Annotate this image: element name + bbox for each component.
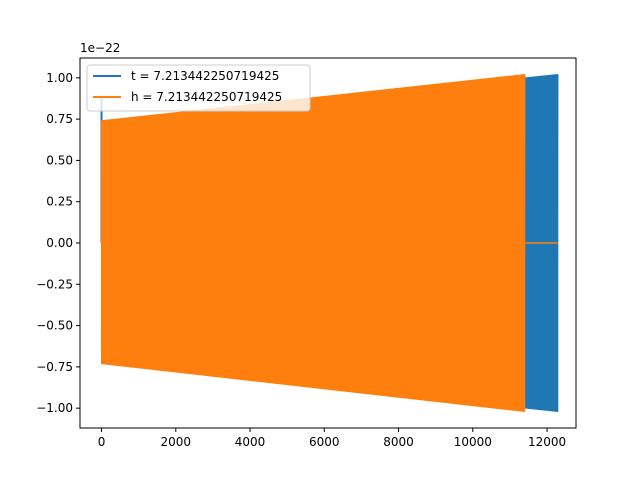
y-tick-label: 0.25 [46, 195, 73, 209]
legend-label-t: t = 7.213442250719425 [131, 69, 279, 83]
x-tick-label: 6000 [309, 435, 340, 449]
y-offset-text: 1e−22 [80, 41, 120, 55]
series-h [101, 73, 558, 413]
y-tick-label: −0.75 [36, 360, 73, 374]
legend: t = 7.213442250719425 h = 7.213442250719… [86, 64, 311, 112]
y-tick-label: 0.75 [46, 112, 73, 126]
x-tick-label: 10000 [454, 435, 492, 449]
x-axis: 0 2000 4000 6000 8000 10000 12000 [98, 428, 566, 449]
y-tick-label: 1.00 [46, 71, 73, 85]
legend-box [86, 64, 311, 112]
plot-area [100, 73, 559, 413]
x-tick-label: 2000 [161, 435, 192, 449]
series-line-h [101, 74, 526, 412]
y-tick-label: −1.00 [36, 401, 73, 415]
x-tick-label: 8000 [383, 435, 414, 449]
x-tick-label: 0 [98, 435, 106, 449]
y-tick-label: 0.50 [46, 153, 73, 167]
y-tick-label: −0.50 [36, 319, 73, 333]
y-tick-label: −0.25 [36, 277, 73, 291]
x-tick-label: 12000 [528, 435, 566, 449]
legend-label-h: h = 7.213442250719425 [131, 90, 282, 104]
y-axis: −1.00 −0.75 −0.50 −0.25 0.00 0.25 0.50 0.75 1.00 [36, 71, 80, 415]
x-tick-label: 4000 [235, 435, 266, 449]
y-tick-label: 0.00 [46, 236, 73, 250]
